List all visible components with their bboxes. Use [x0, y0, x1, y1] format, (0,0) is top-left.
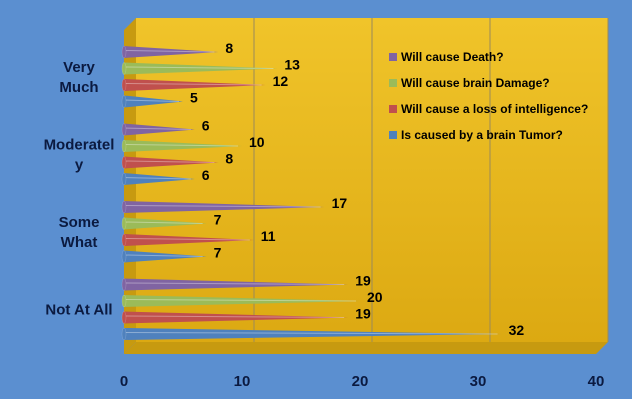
- bar-highlight: [123, 254, 203, 257]
- data-label: 12: [273, 73, 289, 89]
- bar: [124, 46, 219, 58]
- bar-highlight: [123, 99, 180, 102]
- legend-label: Will cause brain Damage?: [401, 76, 550, 90]
- legend-swatch: [389, 105, 397, 113]
- data-label: 32: [509, 322, 525, 338]
- bar-base: [121, 62, 127, 75]
- data-label: 19: [355, 306, 371, 322]
- bar-highlight: [123, 127, 191, 130]
- bar: [124, 295, 360, 307]
- data-label: 17: [332, 195, 348, 211]
- bar-base: [121, 250, 127, 263]
- x-tick-label: 30: [470, 373, 487, 390]
- bar: [124, 328, 502, 340]
- category-label: Some What: [59, 214, 100, 251]
- category-label: Very Much: [59, 59, 98, 96]
- x-tick-label: 40: [588, 373, 605, 390]
- bar-highlight: [123, 282, 345, 285]
- gridlines: [253, 18, 609, 342]
- bar-highlight: [123, 299, 357, 302]
- bar-highlight: [123, 205, 321, 208]
- data-label: 19: [355, 273, 371, 289]
- bar-base: [121, 327, 127, 341]
- bar: [124, 250, 207, 263]
- bar-highlight: [123, 83, 262, 86]
- x-tick-label: 20: [352, 373, 369, 390]
- bar: [124, 95, 183, 108]
- bar: [124, 234, 254, 246]
- data-label: 6: [202, 167, 210, 183]
- bar: [124, 217, 207, 230]
- bar-base: [121, 200, 127, 214]
- data-label: 5: [190, 90, 198, 106]
- bar-base: [121, 217, 127, 230]
- legend: Will cause Death? Will cause brain Damage…: [389, 50, 588, 142]
- bar-base: [121, 294, 127, 308]
- bar-highlight: [123, 160, 215, 163]
- category-label: Not At All: [45, 301, 112, 318]
- bar-base: [121, 95, 127, 108]
- bar: [124, 278, 349, 291]
- bar-highlight: [123, 315, 345, 318]
- bar: [124, 173, 195, 185]
- bar: [124, 62, 278, 75]
- category-label: Moderatel y: [44, 136, 115, 173]
- bar-base: [121, 156, 127, 169]
- bar-base: [121, 45, 127, 59]
- data-label: 20: [367, 289, 383, 305]
- data-label: 7: [214, 245, 222, 261]
- bar-base: [121, 311, 127, 324]
- bar-highlight: [123, 50, 215, 53]
- data-label: 8: [225, 151, 233, 167]
- data-label: 8: [225, 40, 233, 56]
- bar-highlight: [123, 332, 498, 335]
- x-tick-label: 10: [234, 373, 251, 390]
- bar-base: [121, 78, 127, 92]
- bar: [124, 123, 195, 136]
- bar: [124, 201, 325, 213]
- legend-label: Will cause a loss of intelligence?: [401, 102, 588, 116]
- bar-highlight: [123, 66, 274, 69]
- data-label: 7: [214, 212, 222, 228]
- bar: [124, 311, 349, 324]
- bar: [124, 140, 242, 152]
- x-tick-labels: 0 10 20 30 40: [120, 373, 605, 390]
- data-label: 6: [202, 118, 210, 134]
- data-label: 11: [261, 228, 276, 244]
- legend-label: Is caused by a brain Tumor?: [401, 128, 563, 142]
- bar-base: [121, 278, 127, 291]
- legend-label: Will cause Death?: [401, 50, 504, 64]
- x-tick-label: 0: [120, 373, 128, 390]
- bar-highlight: [123, 221, 203, 224]
- category-labels: Not At All Some What Moderatel y Very Much: [44, 59, 115, 319]
- plot-floor: [124, 342, 608, 354]
- legend-swatch: [389, 131, 397, 139]
- data-label: 10: [249, 134, 265, 150]
- bar-base: [121, 139, 127, 153]
- bar-highlight: [123, 177, 191, 180]
- bar-base: [121, 233, 127, 247]
- data-label: 13: [284, 57, 300, 73]
- legend-swatch: [389, 53, 397, 61]
- legend-swatch: [389, 79, 397, 87]
- bar-highlight: [123, 238, 250, 241]
- bar-base: [121, 123, 127, 136]
- bar-highlight: [123, 144, 239, 147]
- bar-base: [121, 172, 127, 186]
- bar: [124, 156, 219, 169]
- bar: [124, 79, 266, 91]
